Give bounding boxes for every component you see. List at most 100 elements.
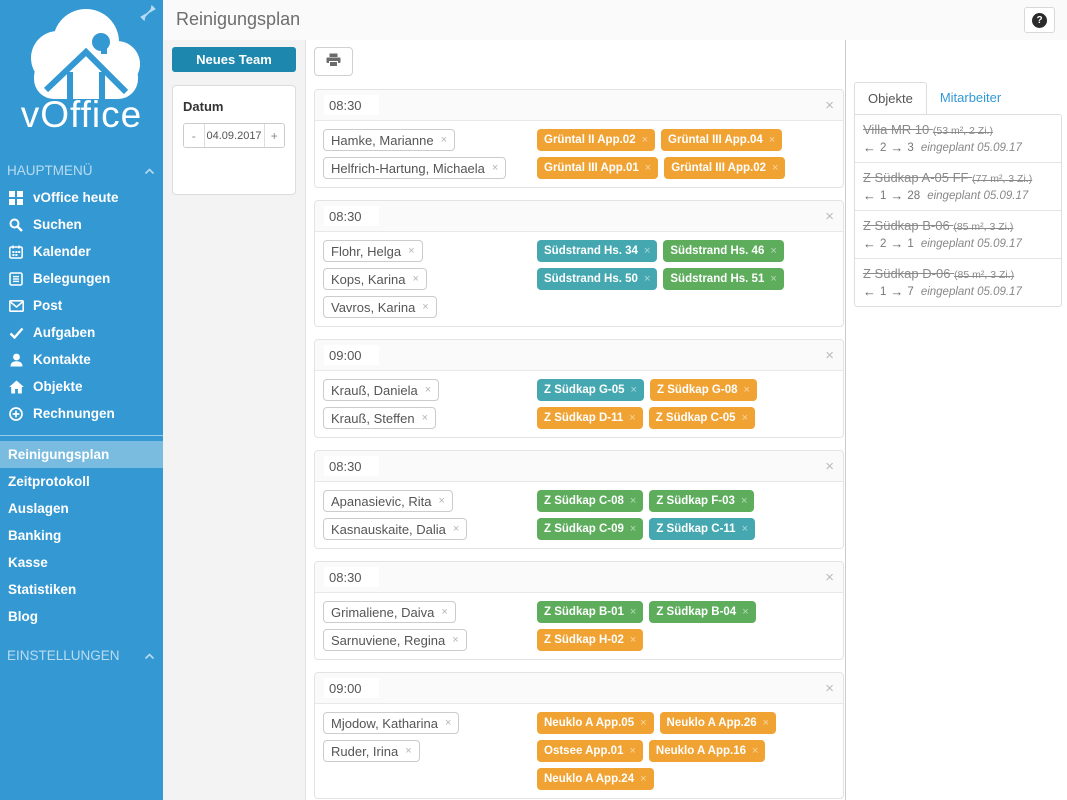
object-tag[interactable]: Grüntal II App.02 × bbox=[537, 129, 656, 151]
remove-object-icon[interactable]: × bbox=[629, 606, 637, 618]
sidebar-item-auslagen[interactable]: Auslagen bbox=[8, 501, 69, 516]
object-tag[interactable]: Z Südkap B-04 × bbox=[649, 601, 756, 623]
sidebar-item-belegungen[interactable]: Belegungen bbox=[0, 265, 163, 292]
object-tag[interactable]: Z Südkap C-11 × bbox=[649, 518, 756, 540]
remove-person-icon[interactable]: × bbox=[424, 384, 432, 396]
object-tag[interactable]: Südstrand Hs. 34 × bbox=[537, 240, 658, 262]
close-team-icon[interactable]: × bbox=[825, 457, 834, 475]
person-tag[interactable]: Mjodow, Katharina × bbox=[323, 712, 460, 734]
date-minus-button[interactable]: - bbox=[184, 124, 204, 147]
object-tag[interactable]: Z Südkap G-05 × bbox=[537, 379, 644, 401]
remove-person-icon[interactable]: × bbox=[408, 245, 415, 257]
expand-sidebar-icon[interactable] bbox=[140, 4, 156, 22]
object-tag[interactable]: Neuklo A App.26 × bbox=[659, 712, 777, 734]
object-tag[interactable]: Ostsee App.01 × bbox=[537, 740, 643, 762]
sidebar-item-post[interactable]: Post bbox=[0, 292, 163, 319]
remove-object-icon[interactable]: × bbox=[643, 245, 651, 257]
object-tag[interactable]: Z Südkap B-01 × bbox=[537, 601, 644, 623]
sidebar-item-objekte[interactable]: Objekte bbox=[0, 373, 163, 400]
close-team-icon[interactable]: × bbox=[825, 96, 834, 114]
person-tag[interactable]: Flohr, Helga × bbox=[323, 240, 423, 262]
person-tag[interactable]: Kasnauskaite, Dalia × bbox=[323, 518, 468, 540]
remove-object-icon[interactable]: × bbox=[740, 495, 748, 507]
remove-person-icon[interactable]: × bbox=[405, 745, 412, 757]
close-team-icon[interactable]: × bbox=[825, 346, 834, 364]
remove-person-icon[interactable]: × bbox=[412, 273, 419, 285]
sidebar-item-suchen[interactable]: Suchen bbox=[0, 211, 163, 238]
object-tag[interactable]: Z Südkap F-03 × bbox=[649, 490, 755, 512]
sidebar-item-kasse[interactable]: Kasse bbox=[8, 555, 48, 570]
person-tag[interactable]: Vavros, Karina × bbox=[323, 296, 437, 318]
object-tag[interactable]: Z Südkap C-08 × bbox=[537, 490, 644, 512]
person-tag[interactable]: Grimaliene, Daiva × bbox=[323, 601, 456, 623]
object-tag[interactable]: Z Südkap G-08 × bbox=[649, 379, 757, 401]
remove-object-icon[interactable]: × bbox=[629, 495, 637, 507]
team-time-input[interactable] bbox=[324, 567, 379, 587]
sidebar-item-kontakte[interactable]: Kontakte bbox=[0, 346, 163, 373]
object-tag[interactable]: Südstrand Hs. 51 × bbox=[663, 268, 784, 290]
person-tag[interactable]: Kops, Karina × bbox=[323, 268, 427, 290]
tab-mitarbeiter[interactable]: Mitarbeiter bbox=[939, 90, 1002, 105]
remove-person-icon[interactable]: × bbox=[421, 412, 429, 424]
remove-object-icon[interactable]: × bbox=[762, 717, 770, 729]
object-tag[interactable]: Z Südkap D-11 × bbox=[537, 407, 643, 429]
person-tag[interactable]: Apanasievic, Rita × bbox=[323, 490, 453, 512]
help-button[interactable]: ? bbox=[1024, 7, 1055, 33]
object-tag[interactable]: Grüntal III App.04 × bbox=[661, 129, 783, 151]
object-list-item[interactable]: Z Südkap B-06 (85 m², 3 Zi.) ← 2 → 1 eingepla… bbox=[855, 211, 1061, 259]
remove-object-icon[interactable]: × bbox=[741, 412, 749, 424]
team-time-input[interactable] bbox=[324, 206, 379, 226]
settings-menu-header[interactable]: EINSTELLUNGEN bbox=[0, 642, 163, 669]
object-tag[interactable]: Grüntal III App.02 × bbox=[664, 157, 786, 179]
remove-object-icon[interactable]: × bbox=[743, 384, 750, 396]
remove-object-icon[interactable]: × bbox=[640, 773, 647, 785]
remove-person-icon[interactable]: × bbox=[491, 162, 499, 174]
object-tag[interactable]: Z Südkap C-09 × bbox=[537, 518, 644, 540]
object-tag[interactable]: Südstrand Hs. 50 × bbox=[537, 268, 658, 290]
close-team-icon[interactable]: × bbox=[825, 568, 834, 586]
remove-person-icon[interactable]: × bbox=[452, 523, 460, 535]
remove-object-icon[interactable]: × bbox=[770, 245, 777, 257]
sidebar-item-statistiken[interactable]: Statistiken bbox=[8, 582, 77, 597]
date-plus-button[interactable]: + bbox=[264, 124, 284, 147]
sidebar-item-kalender[interactable]: Kalender bbox=[0, 238, 163, 265]
remove-object-icon[interactable]: × bbox=[752, 745, 759, 757]
person-tag[interactable]: Krauß, Daniela × bbox=[323, 379, 440, 401]
object-tag[interactable]: Grüntal III App.01 × bbox=[537, 157, 659, 179]
remove-object-icon[interactable]: × bbox=[742, 606, 749, 618]
team-time-input[interactable] bbox=[324, 456, 379, 476]
sidebar-item-aufgaben[interactable]: Aufgaben bbox=[0, 319, 163, 346]
sidebar-item-blog[interactable]: Blog bbox=[8, 609, 38, 624]
remove-object-icon[interactable]: × bbox=[768, 134, 776, 146]
sidebar-item-rechnungen[interactable]: Rechnungen bbox=[0, 400, 163, 427]
sidebar-item-banking[interactable]: Banking bbox=[8, 528, 62, 543]
object-list-item[interactable]: Villa MR 10 (53 m², 2 Zi.) ← 2 → 3 eingeplant… bbox=[855, 115, 1061, 163]
remove-person-icon[interactable]: × bbox=[441, 606, 448, 618]
person-tag[interactable]: Helfrich-Hartung, Michaela × bbox=[323, 157, 507, 179]
remove-object-icon[interactable]: × bbox=[629, 745, 636, 757]
object-list-item[interactable]: Z Südkap D-06 (85 m², 3 Zi.) ← 1 → 7 eingepla… bbox=[855, 259, 1061, 306]
team-time-input[interactable] bbox=[324, 95, 379, 115]
remove-object-icon[interactable]: × bbox=[772, 162, 779, 174]
remove-object-icon[interactable]: × bbox=[629, 523, 637, 535]
date-input[interactable] bbox=[203, 124, 265, 147]
remove-person-icon[interactable]: × bbox=[438, 495, 445, 507]
remove-object-icon[interactable]: × bbox=[641, 134, 649, 146]
remove-person-icon[interactable]: × bbox=[452, 634, 459, 646]
object-tag[interactable]: Neuklo A App.16 × bbox=[648, 740, 766, 762]
object-tag[interactable]: Z Südkap H-02 × bbox=[537, 629, 644, 651]
close-team-icon[interactable]: × bbox=[825, 679, 834, 697]
team-time-input[interactable] bbox=[324, 345, 379, 365]
team-time-input[interactable] bbox=[324, 678, 379, 698]
person-tag[interactable]: Ruder, Irina × bbox=[323, 740, 420, 762]
remove-object-icon[interactable]: × bbox=[629, 412, 636, 424]
new-team-button[interactable]: Neues Team bbox=[172, 47, 296, 72]
person-tag[interactable]: Krauß, Steffen × bbox=[323, 407, 437, 429]
remove-object-icon[interactable]: × bbox=[770, 273, 777, 285]
remove-person-icon[interactable]: × bbox=[444, 717, 452, 729]
object-list-item[interactable]: Z Südkap A-05 FF (77 m², 3 Zi.) ← 1 → 28 eing… bbox=[855, 163, 1061, 211]
sidebar-item-reinigungsplan[interactable]: Reinigungsplan bbox=[0, 441, 163, 468]
main-menu-header[interactable]: HAUPTMENÜ bbox=[0, 157, 163, 184]
remove-person-icon[interactable]: × bbox=[440, 134, 448, 146]
remove-object-icon[interactable]: × bbox=[644, 162, 652, 174]
